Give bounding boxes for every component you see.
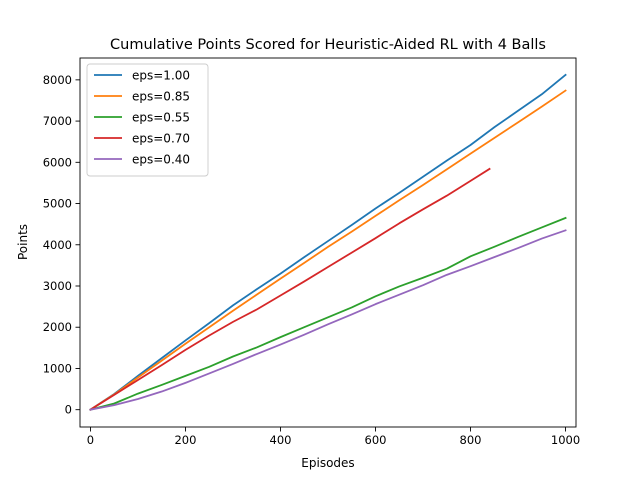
y-tick-label: 5000 (43, 197, 72, 211)
series-line-4 (89, 229, 567, 411)
y-tick-label: 2000 (43, 320, 72, 334)
series-line-2 (89, 216, 567, 411)
legend-label: eps=0.55 (132, 111, 190, 125)
x-tick-label: 1000 (551, 433, 580, 447)
plot-lines (89, 73, 567, 411)
y-tick-label: 6000 (43, 155, 72, 169)
x-tick-label: 200 (174, 433, 196, 447)
y-tick-label: 8000 (43, 73, 72, 87)
y-tick-label: 4000 (43, 238, 72, 252)
series-line-0 (89, 73, 567, 411)
plot-area (79, 57, 577, 428)
legend: eps=1.00 eps=0.85 eps=0.55 eps=0.70 eps=0.40 (86, 63, 209, 177)
chart-title: Cumulative Points Scored for Heuristic-A… (110, 37, 546, 53)
x-axis: 0 200 400 600 800 1000 (87, 427, 580, 447)
y-tick-label: 0 (65, 403, 72, 417)
series-line-3 (89, 167, 491, 411)
y-axis-label: Points (16, 224, 30, 260)
x-tick-label: 600 (365, 433, 387, 447)
y-tick-label: 3000 (43, 279, 72, 293)
legend-box (86, 63, 209, 177)
y-tick-label: 7000 (43, 114, 72, 128)
legend-label: eps=0.85 (132, 90, 190, 104)
x-axis-label: Episodes (301, 456, 354, 470)
legend-label: eps=0.70 (132, 132, 190, 146)
series-line-1 (89, 89, 567, 411)
y-axis: 0 1000 2000 3000 4000 5000 6000 7000 8000 (43, 73, 80, 417)
legend-label: eps=0.40 (132, 153, 190, 167)
x-tick-label: 0 (87, 433, 94, 447)
y-tick-label: 1000 (43, 361, 72, 375)
x-tick-label: 400 (270, 433, 292, 447)
x-tick-label: 800 (460, 433, 482, 447)
legend-label: eps=1.00 (132, 69, 190, 83)
